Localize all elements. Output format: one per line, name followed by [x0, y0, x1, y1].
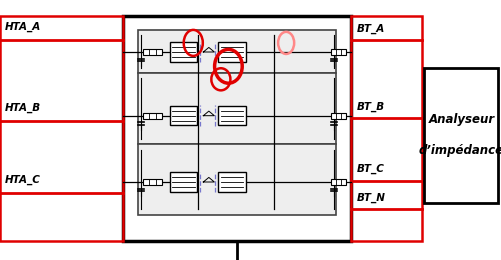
Text: d’impédance: d’impédance: [418, 144, 501, 157]
Bar: [331, 179, 345, 185]
Bar: [143, 113, 162, 119]
Bar: [138, 144, 336, 214]
Bar: [218, 42, 245, 62]
Text: HTA_A: HTA_A: [5, 22, 41, 32]
Bar: [331, 49, 345, 55]
Text: HTA_C: HTA_C: [5, 175, 41, 185]
Bar: [331, 113, 345, 119]
Bar: [169, 42, 197, 62]
Bar: [123, 16, 351, 240]
Bar: [423, 68, 497, 203]
Bar: [143, 179, 162, 185]
Bar: [169, 106, 197, 125]
Text: BT_B: BT_B: [356, 102, 384, 112]
Bar: [143, 49, 162, 55]
Bar: [0, 16, 123, 240]
Text: BT_N: BT_N: [356, 193, 385, 203]
Bar: [218, 106, 245, 125]
Bar: [169, 172, 197, 192]
Bar: [138, 30, 336, 73]
Text: Analyseur: Analyseur: [427, 113, 493, 126]
Text: HTA_B: HTA_B: [5, 103, 41, 113]
Bar: [351, 16, 421, 240]
Bar: [218, 172, 245, 192]
Bar: [138, 73, 336, 144]
Text: BT_A: BT_A: [356, 24, 384, 34]
Text: BT_C: BT_C: [356, 164, 384, 174]
